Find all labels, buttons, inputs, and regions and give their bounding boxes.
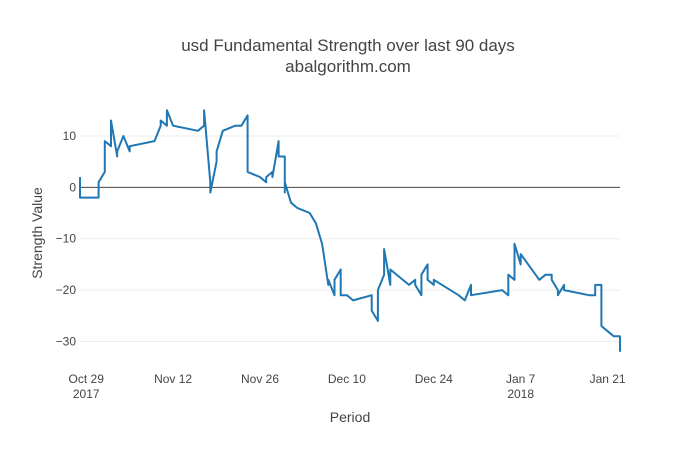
- y-tick-label: 10: [63, 129, 77, 143]
- x-tick-label: Dec 10: [328, 372, 366, 386]
- x-tick-label: Jan 21: [590, 372, 626, 386]
- x-tick-label: Nov 12: [154, 372, 192, 386]
- chart-title: usd Fundamental Strength over last 90 da…: [181, 36, 515, 55]
- x-tick-label: Dec 24: [415, 372, 453, 386]
- grid: [80, 135, 620, 342]
- y-axis-ticks: 10 0 −10 −20 −30: [56, 129, 77, 348]
- x-tick-label: Jan 7: [506, 372, 536, 386]
- y-tick-label: 0: [69, 180, 76, 194]
- x-tick-label: Oct 29: [69, 372, 105, 386]
- x-tick-year-label: 2018: [507, 387, 534, 401]
- series-line: [79, 109, 621, 352]
- y-tick-label: −10: [56, 232, 77, 246]
- chart-subtitle: abalgorithm.com: [285, 57, 411, 76]
- y-tick-label: −30: [56, 334, 77, 348]
- x-tick-year-label: 2017: [73, 387, 100, 401]
- x-tick-label: Nov 26: [241, 372, 279, 386]
- x-axis-label: Period: [330, 409, 370, 425]
- y-tick-label: −20: [56, 283, 77, 297]
- y-axis-label: Strength Value: [29, 187, 45, 279]
- series-group: [79, 109, 621, 352]
